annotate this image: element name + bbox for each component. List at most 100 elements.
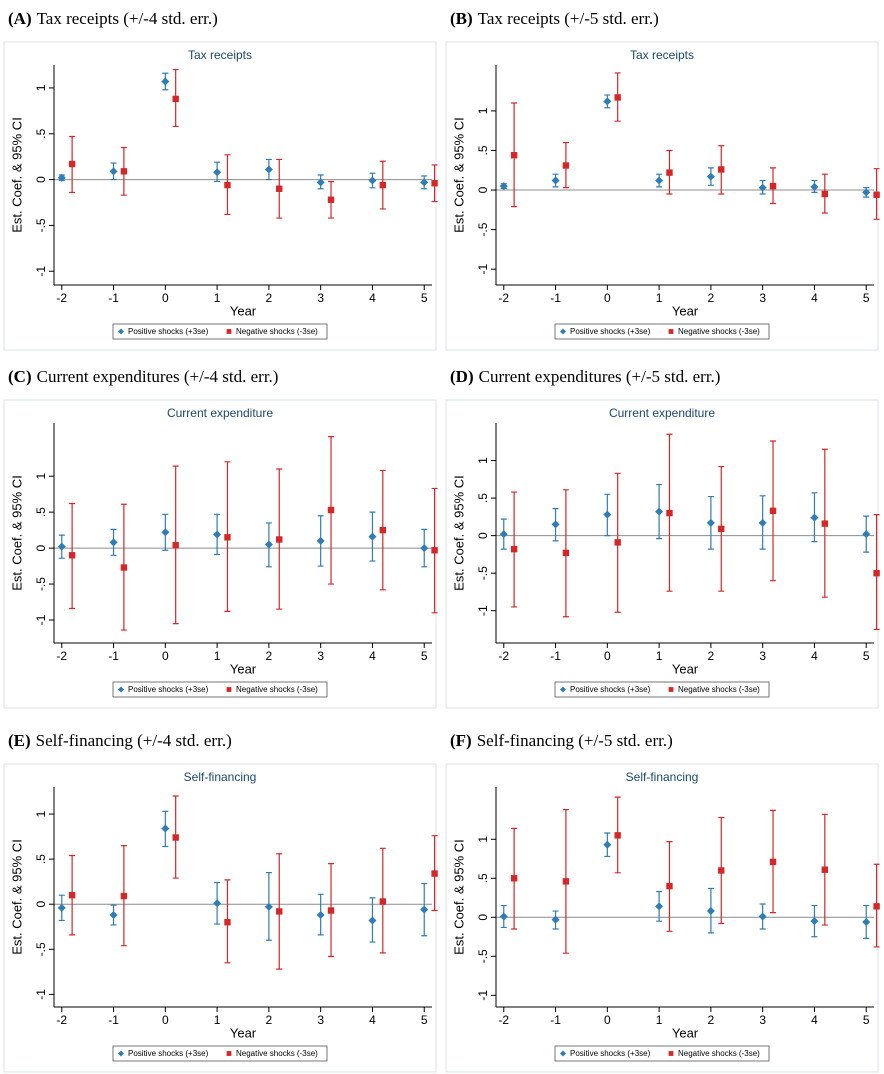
point [603, 97, 612, 106]
point [327, 196, 335, 203]
point [316, 536, 325, 545]
x-tick-label: -1 [108, 649, 119, 663]
point [655, 902, 664, 911]
y-tick-label: .5 [34, 128, 48, 138]
point [603, 840, 612, 849]
chart-title: Current expenditure [609, 406, 715, 420]
legend-label: Positive shocks (+3se) [570, 685, 651, 694]
point [873, 903, 880, 910]
point [420, 178, 429, 187]
x-tick-label: 5 [421, 649, 428, 663]
point [57, 903, 66, 912]
point [68, 160, 76, 168]
point [68, 891, 76, 899]
chart-title: Tax receipts [630, 48, 694, 62]
chart-frame [445, 41, 879, 351]
point [161, 77, 170, 86]
legend-marker [226, 1051, 232, 1056]
y-tick-label: 1 [34, 473, 48, 480]
point [213, 530, 222, 539]
point [551, 520, 560, 529]
legend-label: Positive shocks (+3se) [570, 1049, 651, 1058]
point [379, 526, 387, 534]
point [603, 510, 612, 519]
y-tick-label: .5 [34, 854, 48, 864]
point [873, 569, 880, 577]
x-tick-label: 4 [811, 1013, 818, 1027]
point [172, 834, 179, 841]
x-tick-label: 5 [863, 1013, 870, 1027]
y-tick-label: 0 [34, 901, 48, 908]
chart-title: Current expenditure [167, 406, 273, 420]
legend-label: Negative shocks (-3se) [678, 1049, 760, 1058]
x-tick-label: 0 [162, 1013, 169, 1027]
point [614, 832, 621, 839]
point [562, 549, 570, 557]
legend-label: Negative shocks (-3se) [236, 1049, 318, 1058]
x-tick-label: 3 [317, 291, 324, 305]
point [758, 518, 767, 527]
point [821, 520, 829, 527]
panel-caption: Self-financing (+/-5 std. err.) [477, 731, 673, 750]
legend-marker [560, 1050, 566, 1057]
x-axis-label: Year [672, 1025, 699, 1040]
point [758, 183, 767, 192]
x-tick-label: 1 [214, 649, 221, 663]
point [264, 902, 273, 911]
x-tick-label: 5 [421, 291, 428, 305]
point [810, 513, 819, 522]
point [224, 534, 231, 541]
point [368, 176, 377, 185]
point [655, 176, 664, 185]
x-tick-label: 0 [604, 1013, 611, 1027]
panel-caption: Current expenditures (+/-4 std. err.) [37, 367, 279, 386]
x-tick-label: 5 [863, 649, 870, 663]
x-tick-label: -2 [56, 649, 67, 663]
point [769, 182, 777, 190]
point [562, 162, 570, 169]
point [276, 536, 283, 543]
panel-caption: Tax receipts (+/-4 std. err.) [37, 9, 218, 28]
y-tick-label: -1 [476, 264, 490, 275]
legend-marker [118, 686, 124, 693]
y-tick-label: 0 [34, 544, 48, 551]
x-tick-label: -2 [498, 649, 509, 663]
point [718, 166, 725, 173]
panel-label: (A) [8, 9, 32, 28]
chart-frame [3, 41, 437, 351]
x-tick-label: 0 [604, 291, 611, 305]
y-tick-label: -1 [476, 990, 490, 1001]
panel-label: (B) [450, 9, 473, 28]
y-tick-label: -.5 [476, 222, 490, 236]
y-tick-label: -.5 [476, 949, 490, 963]
legend-box [554, 681, 770, 698]
x-tick-label: -1 [550, 1013, 561, 1027]
legend-box [112, 681, 328, 698]
legend-label: Negative shocks (-3se) [236, 327, 318, 336]
x-tick-label: 2 [266, 1013, 273, 1027]
legend-marker [560, 328, 566, 335]
legend-box [554, 323, 770, 340]
point [562, 878, 570, 885]
chart-title: Self-financing [626, 770, 699, 784]
legend-box [112, 1045, 328, 1062]
point [706, 518, 715, 527]
x-tick-label: -1 [108, 291, 119, 305]
legend-marker [118, 328, 124, 335]
chart-frame [445, 399, 879, 709]
x-tick-label: 2 [708, 649, 715, 663]
point [109, 911, 118, 920]
legend-marker [668, 687, 674, 692]
y-axis-label: Est. Coef. & 95% CI [9, 475, 24, 591]
x-axis-label: Year [672, 661, 699, 676]
x-tick-label: -2 [56, 1013, 67, 1027]
panel-label: (D) [450, 367, 474, 386]
panel-label: (F) [450, 731, 472, 750]
point [655, 507, 664, 516]
x-tick-label: 3 [317, 649, 324, 663]
y-tick-label: 1 [34, 810, 48, 817]
point [109, 538, 118, 547]
point [666, 169, 673, 176]
x-tick-label: 0 [604, 649, 611, 663]
chart-title: Tax receipts [188, 48, 252, 62]
